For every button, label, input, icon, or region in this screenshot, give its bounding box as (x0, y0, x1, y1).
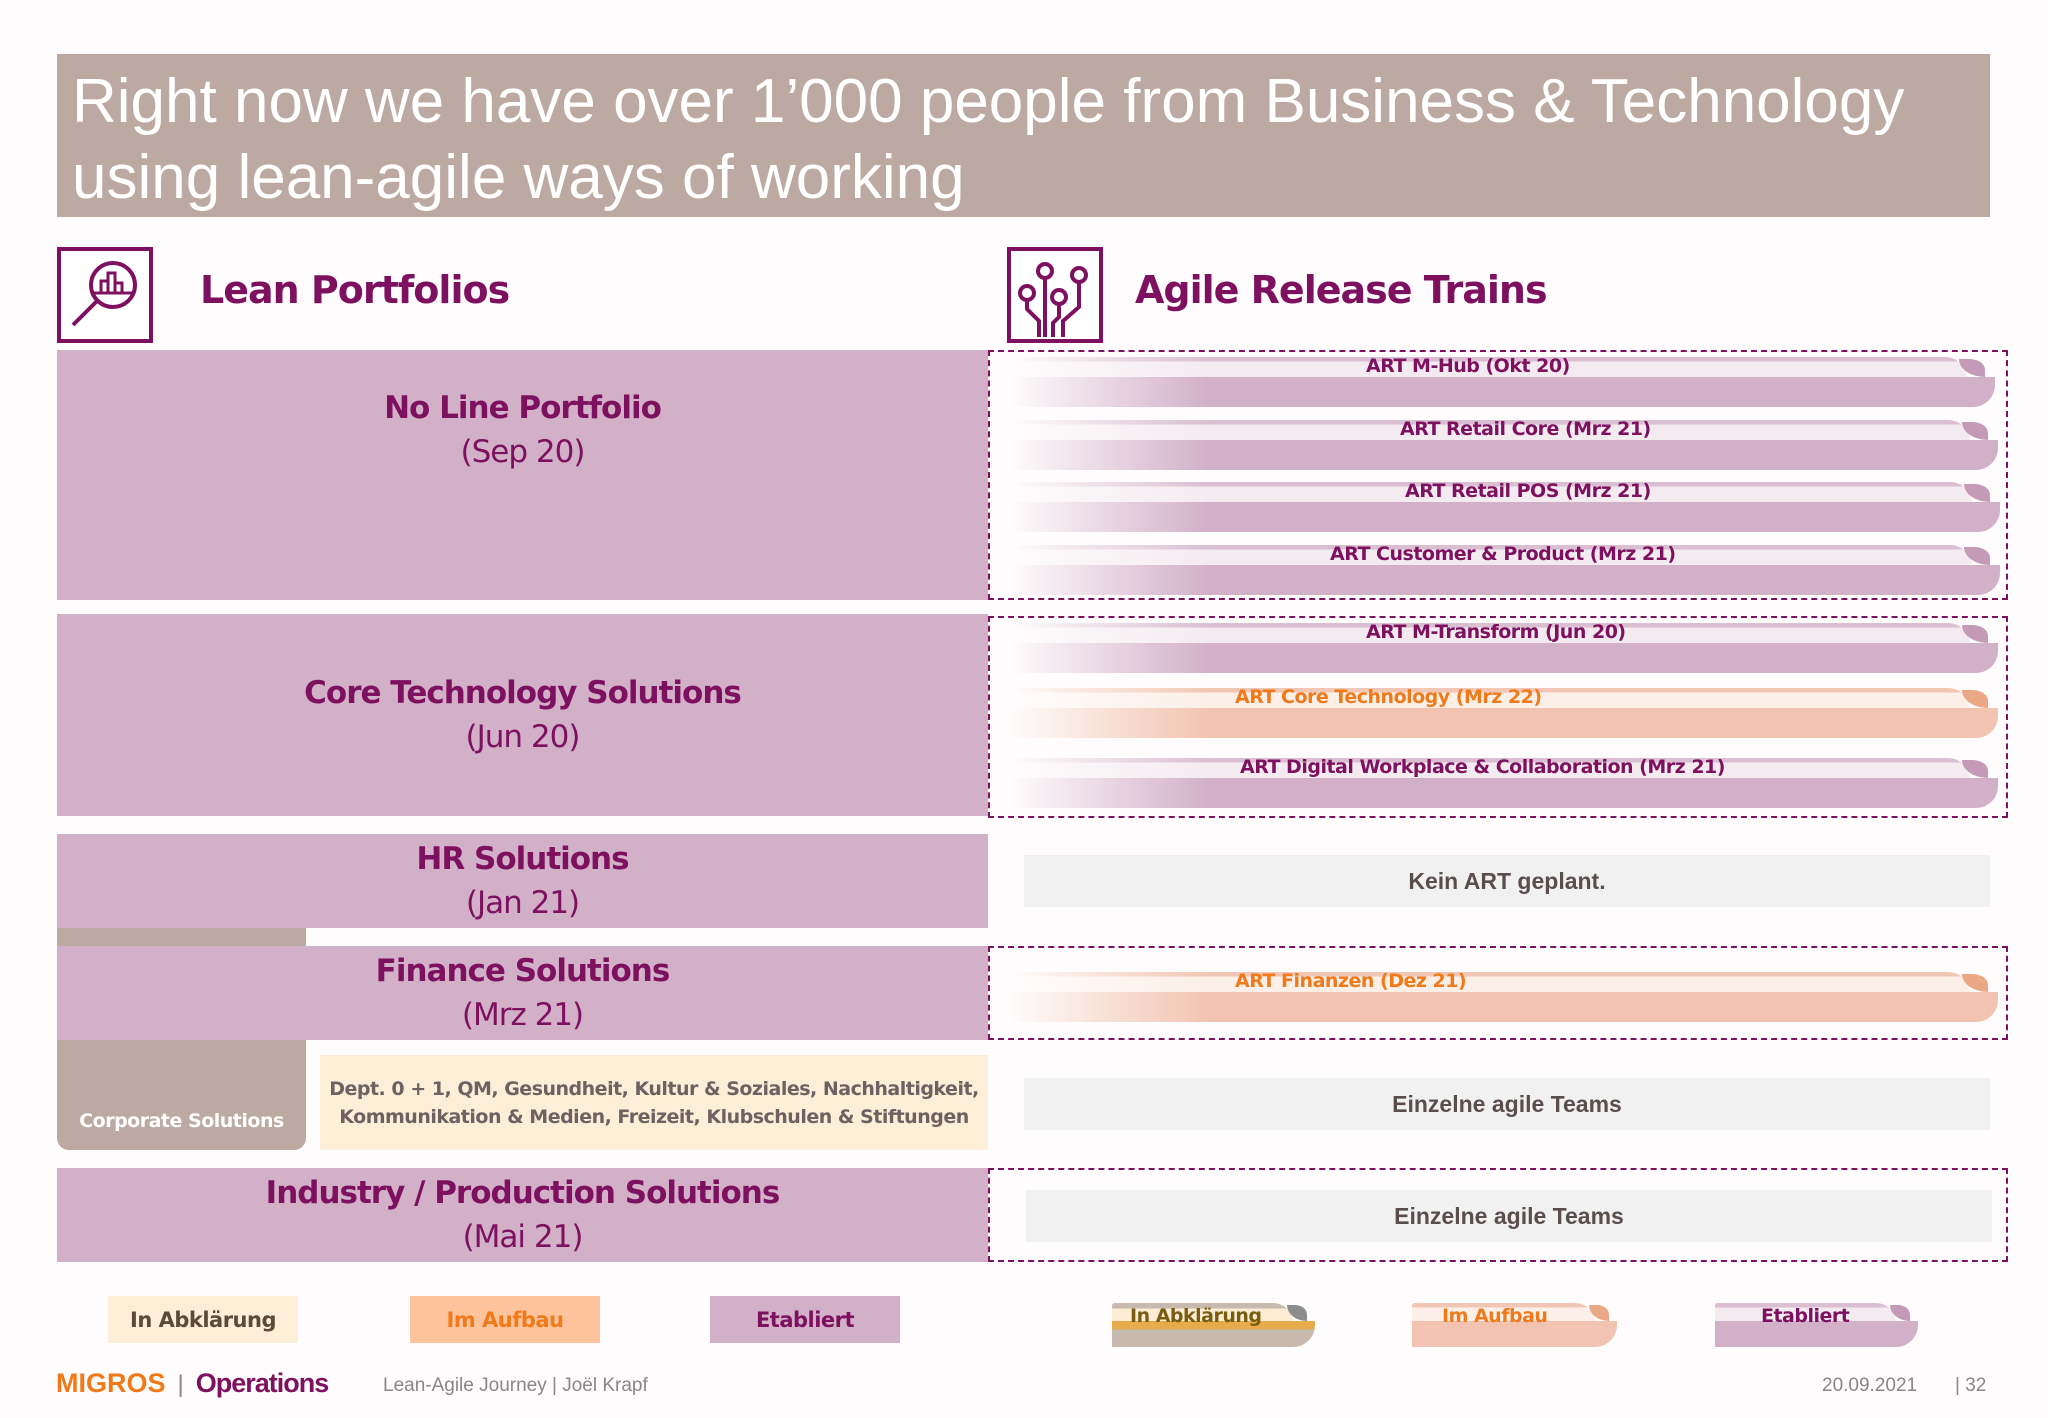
legend-etabliert: Etabliert (710, 1296, 900, 1343)
train-label: In Abklärung (1130, 1305, 1262, 1327)
footer-subtitle: Lean-Agile Journey | Joël Krapf (383, 1375, 648, 1396)
migros-logo: MIGROS (56, 1368, 166, 1398)
art-group-no-line (988, 350, 2008, 600)
train-label: ART Retail Core (Mrz 21) (1400, 418, 1651, 440)
portfolio-industry: Industry / Production Solutions (Mai 21) (57, 1168, 988, 1262)
train-label: Im Aufbau (1442, 1305, 1548, 1327)
train-label: ART Customer & Product (Mrz 21) (1330, 543, 1676, 565)
footer-date: 20.09.2021 (1822, 1375, 1918, 1396)
portfolio-date: (Jun 20) (465, 719, 581, 755)
portfolio-hr: HR Solutions (Jan 21) (57, 834, 988, 928)
lean-portfolios-heading: Lean Portfolios (200, 268, 510, 312)
page-number: | 32 (1955, 1375, 1987, 1396)
legend-in-abklaerung: In Abklärung (108, 1296, 298, 1343)
train-label: Etabliert (1761, 1305, 1850, 1327)
train-label: ART M-Hub (Okt 20) (1366, 355, 1570, 377)
portfolio-no-line: No Line Portfolio (Sep 20) (57, 350, 988, 600)
corporate-agile-teams: Einzelne agile Teams (1024, 1078, 1990, 1130)
portfolio-name: No Line Portfolio (384, 390, 662, 426)
corporate-departments: Dept. 0 + 1, QM, Gesundheit, Kultur & So… (320, 1055, 988, 1150)
train-label: ART Finanzen (Dez 21) (1235, 970, 1467, 992)
legend-train-etabliert: Etabliert (1715, 1303, 1918, 1347)
art-group-finance (988, 946, 2008, 1040)
portfolio-finance: Finance Solutions (Mrz 21) (57, 946, 988, 1040)
magnifier-chart-icon (57, 247, 153, 343)
train-art-retail-core: ART Retail Core (Mrz 21) (1010, 418, 1998, 470)
train-art-m-transform: ART M-Transform (Jun 20) (1010, 621, 1998, 673)
agile-release-trains-heading: Agile Release Trains (1135, 268, 1548, 312)
footer-logo: MIGROS | Operations (56, 1368, 330, 1399)
portfolio-date: (Mai 21) (462, 1219, 584, 1255)
portfolio-core-technology: Core Technology Solutions (Jun 20) (57, 614, 988, 816)
corporate-solutions-label: Corporate Solutions (79, 1110, 284, 1132)
departments-line-1: Dept. 0 + 1, QM, Gesundheit, Kultur & So… (329, 1077, 979, 1100)
operations-label: Operations (195, 1368, 330, 1398)
departments-line-2: Kommunikation & Medien, Freizeit, Klubsc… (339, 1105, 969, 1128)
portfolio-date: (Mrz 21) (461, 997, 584, 1033)
legend-train-im-aufbau: Im Aufbau (1412, 1303, 1617, 1347)
train-art-customer-product: ART Customer & Product (Mrz 21) (1010, 543, 2000, 595)
hr-no-art-planned: Kein ART geplant. (1024, 855, 1990, 907)
industry-agile-teams: Einzelne agile Teams (1026, 1190, 1992, 1242)
portfolio-name: HR Solutions (416, 841, 629, 877)
train-art-m-hub: ART M-Hub (Okt 20) (1010, 355, 1995, 407)
portfolio-name: Industry / Production Solutions (265, 1175, 781, 1211)
portfolio-date: (Jan 21) (465, 885, 580, 921)
circuit-icon (1007, 247, 1103, 343)
title-bar: Right now we have over 1’000 people from… (57, 54, 1990, 217)
legend-train-in-abklaerung: In Abklärung (1112, 1303, 1315, 1347)
train-label: ART M-Transform (Jun 20) (1366, 621, 1626, 643)
train-label: ART Digital Workplace & Collaboration (M… (1240, 756, 1725, 778)
train-art-finanzen: ART Finanzen (Dez 21) (1010, 970, 1998, 1022)
portfolio-date: (Sep 20) (460, 434, 586, 470)
art-group-industry (988, 1168, 2008, 1262)
train-art-core-technology: ART Core Technology (Mrz 22) (1010, 686, 1998, 738)
train-label: ART Core Technology (Mrz 22) (1235, 686, 1542, 708)
legend-im-aufbau: Im Aufbau (410, 1296, 600, 1343)
footer-separator: | (177, 1371, 184, 1398)
train-art-digital-workplace: ART Digital Workplace & Collaboration (M… (1010, 756, 1998, 808)
art-group-core-technology (988, 616, 2008, 818)
train-art-retail-pos: ART Retail POS (Mrz 21) (1010, 480, 2000, 532)
train-label: ART Retail POS (Mrz 21) (1405, 480, 1651, 502)
portfolio-name: Core Technology Solutions (304, 675, 742, 711)
portfolio-name: Finance Solutions (375, 953, 671, 989)
slide-title: Right now we have over 1’000 people from… (72, 67, 1905, 212)
